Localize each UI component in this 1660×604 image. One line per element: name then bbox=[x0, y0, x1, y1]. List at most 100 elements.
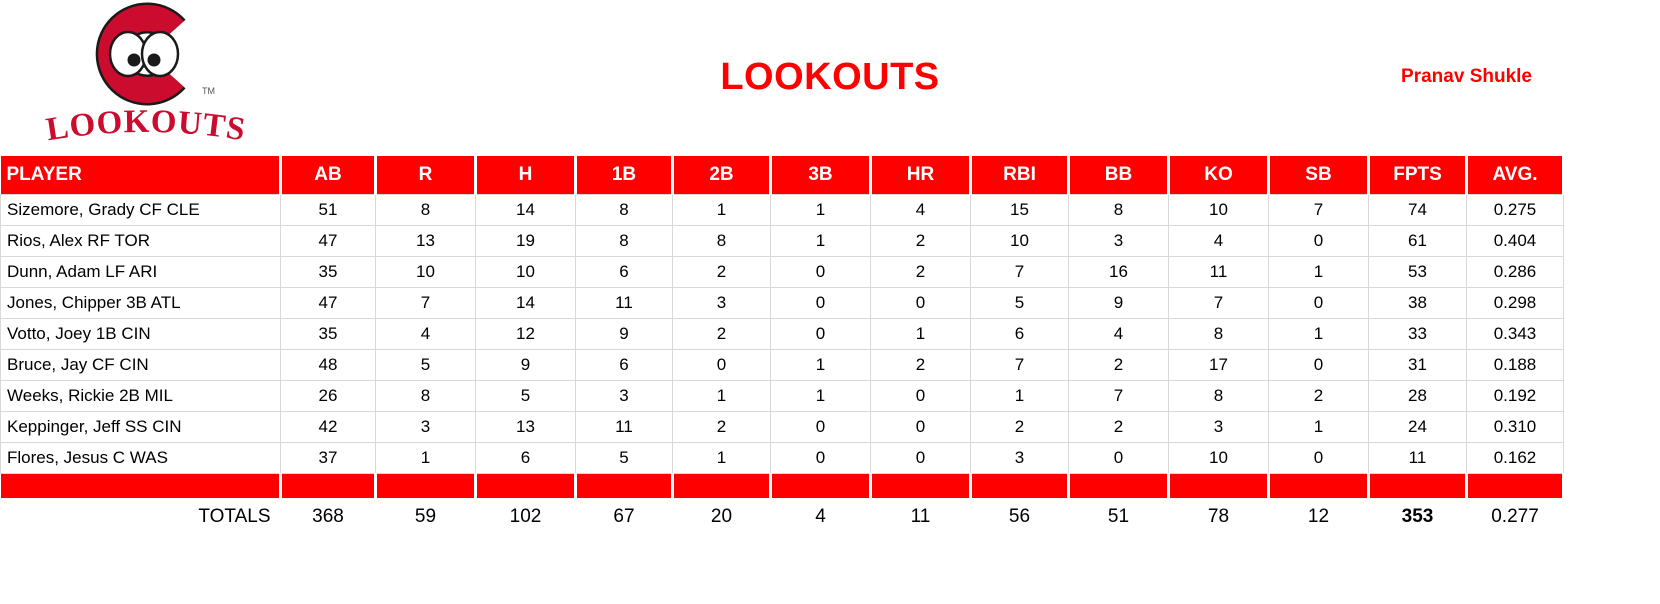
stat-cell: 8 bbox=[375, 379, 476, 412]
total-stat-cell: 102 bbox=[475, 498, 576, 535]
column-header-sb: SB bbox=[1268, 156, 1370, 194]
total-stat-cell: 67 bbox=[575, 498, 673, 535]
stat-cell: 4 bbox=[375, 317, 476, 350]
player-row: Bruce, Jay CF CIN 48 5 9 6 0 1 2 7 2 17 0 31 0.188 bbox=[0, 348, 1564, 381]
total-stat-cell: 353 bbox=[1368, 498, 1467, 535]
stat-cell: 1 bbox=[672, 379, 771, 412]
stat-cell: 0 bbox=[870, 441, 971, 474]
stat-cell: 6 bbox=[575, 348, 673, 381]
stat-cell: 8 bbox=[575, 193, 673, 226]
stat-cell: 15 bbox=[970, 193, 1069, 226]
stat-cell: 0 bbox=[770, 410, 871, 443]
stat-cell: 4 bbox=[870, 193, 971, 226]
stat-cell: 2 bbox=[870, 255, 971, 288]
stat-cell: 1 bbox=[1268, 317, 1369, 350]
stat-cell: 17 bbox=[1168, 348, 1269, 381]
stat-cell: 7 bbox=[1268, 193, 1369, 226]
stat-cell: 0.343 bbox=[1466, 317, 1564, 350]
stat-cell: 1 bbox=[672, 441, 771, 474]
stat-cell: 10 bbox=[475, 255, 576, 288]
player-name-cell: Weeks, Rickie 2B MIL bbox=[0, 379, 281, 412]
spacer-cell bbox=[280, 473, 377, 498]
stat-cell: 35 bbox=[280, 255, 376, 288]
stat-cell: 7 bbox=[1068, 379, 1169, 412]
trademark-label: TM bbox=[202, 86, 215, 96]
stat-cell: 26 bbox=[280, 379, 376, 412]
total-stat-cell: 56 bbox=[970, 498, 1069, 535]
spacer-cell bbox=[1168, 473, 1270, 498]
column-header-fpts: FPTS bbox=[1368, 156, 1468, 194]
total-stat-cell: 20 bbox=[672, 498, 771, 535]
stat-cell: 3 bbox=[1168, 410, 1269, 443]
stat-cell: 24 bbox=[1368, 410, 1467, 443]
stat-cell: 0.404 bbox=[1466, 224, 1564, 257]
stat-cell: 2 bbox=[672, 255, 771, 288]
spacer-cell bbox=[475, 473, 577, 498]
player-name-cell: Rios, Alex RF TOR bbox=[0, 224, 281, 257]
spacer-cell bbox=[870, 473, 972, 498]
spacer-cell bbox=[970, 473, 1070, 498]
player-name-cell: Keppinger, Jeff SS CIN bbox=[0, 410, 281, 443]
stat-cell: 2 bbox=[970, 410, 1069, 443]
player-name-cell: Sizemore, Grady CF CLE bbox=[0, 193, 281, 226]
stat-cell: 8 bbox=[1168, 379, 1269, 412]
stat-cell: 11 bbox=[1168, 255, 1269, 288]
player-row: Keppinger, Jeff SS CIN 42 3 13 11 2 0 0 2 2 3 1 24 0.… bbox=[0, 410, 1564, 443]
stat-cell: 7 bbox=[970, 348, 1069, 381]
lookouts-logo-icon: TM LOOKOUTS bbox=[44, 2, 247, 148]
stat-cell: 0.192 bbox=[1466, 379, 1564, 412]
stat-cell: 61 bbox=[1368, 224, 1467, 257]
stat-cell: 1 bbox=[1268, 410, 1369, 443]
stat-cell: 8 bbox=[575, 224, 673, 257]
stat-cell: 19 bbox=[475, 224, 576, 257]
stat-cell: 9 bbox=[475, 348, 576, 381]
spacer-cell bbox=[770, 473, 872, 498]
stat-cell: 2 bbox=[1268, 379, 1369, 412]
stat-cell: 2 bbox=[1068, 348, 1169, 381]
stat-cell: 4 bbox=[1068, 317, 1169, 350]
stat-cell: 33 bbox=[1368, 317, 1467, 350]
spacer-cell bbox=[0, 473, 282, 498]
stat-cell: 48 bbox=[280, 348, 376, 381]
stat-cell: 12 bbox=[475, 317, 576, 350]
stat-cell: 10 bbox=[1168, 193, 1269, 226]
stat-cell: 31 bbox=[1368, 348, 1467, 381]
spacer-cell bbox=[1068, 473, 1170, 498]
stat-cell: 0 bbox=[770, 317, 871, 350]
column-header-2b: 2B bbox=[672, 156, 772, 194]
player-row: Votto, Joey 1B CIN 35 4 12 9 2 0 1 6 4 8 1 33 0.343 bbox=[0, 317, 1564, 350]
player-name-cell: Bruce, Jay CF CIN bbox=[0, 348, 281, 381]
stat-cell: 1 bbox=[1268, 255, 1369, 288]
column-header-rbi: RBI bbox=[970, 156, 1070, 194]
stat-cell: 47 bbox=[280, 286, 376, 319]
spacer-cell bbox=[1466, 473, 1565, 498]
column-header-player: PLAYER bbox=[0, 156, 282, 194]
player-row: Jones, Chipper 3B ATL 47 7 14 11 3 0 0 5 9 7 0 38 0.2… bbox=[0, 286, 1564, 319]
stat-cell: 0 bbox=[870, 410, 971, 443]
column-header-1b: 1B bbox=[575, 156, 674, 194]
stat-cell: 1 bbox=[770, 348, 871, 381]
stat-cell: 7 bbox=[970, 255, 1069, 288]
header-area: TM LOOKOUTS LOOKOUTS Pranav Shukle bbox=[0, 0, 1660, 156]
total-stat-cell: 11 bbox=[870, 498, 971, 535]
spacer-cell bbox=[1268, 473, 1370, 498]
stat-cell: 10 bbox=[375, 255, 476, 288]
player-name-cell: Flores, Jesus C WAS bbox=[0, 441, 281, 474]
stat-cell: 13 bbox=[475, 410, 576, 443]
stat-cell: 3 bbox=[375, 410, 476, 443]
owner-name: Pranav Shukle bbox=[1401, 66, 1532, 87]
stat-cell: 0 bbox=[770, 441, 871, 474]
stat-cell: 0 bbox=[672, 348, 771, 381]
stat-cell: 6 bbox=[970, 317, 1069, 350]
stat-cell: 0 bbox=[1268, 224, 1369, 257]
stat-cell: 0 bbox=[770, 255, 871, 288]
stat-cell: 8 bbox=[672, 224, 771, 257]
stat-cell: 4 bbox=[1168, 224, 1269, 257]
total-stat-cell: 368 bbox=[280, 498, 376, 535]
stat-cell: 1 bbox=[672, 193, 771, 226]
stat-cell: 0.275 bbox=[1466, 193, 1564, 226]
stat-cell: 3 bbox=[672, 286, 771, 319]
stat-cell: 0 bbox=[870, 286, 971, 319]
column-header-hr: HR bbox=[870, 156, 972, 194]
stat-cell: 7 bbox=[375, 286, 476, 319]
